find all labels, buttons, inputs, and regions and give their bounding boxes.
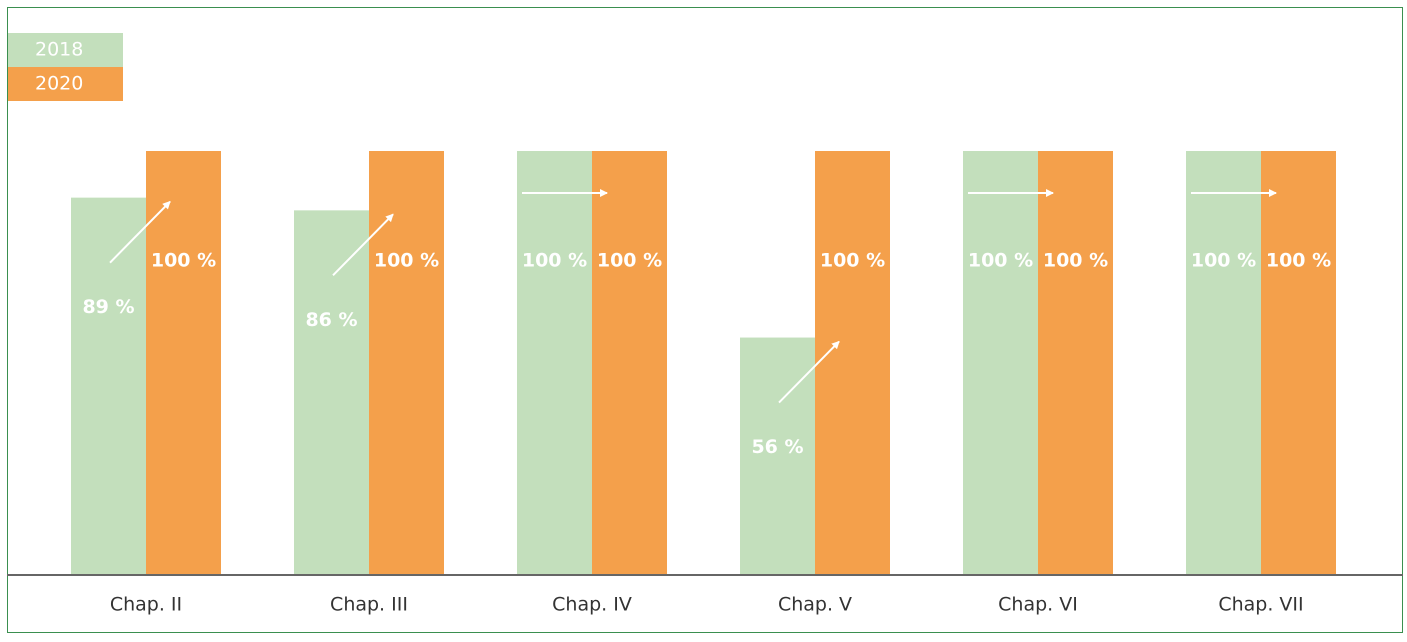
bar xyxy=(517,151,592,575)
bar xyxy=(1261,151,1336,575)
legend-label: 2018 xyxy=(35,39,83,61)
value-label: 56 % xyxy=(751,436,803,458)
value-label: 100 % xyxy=(1191,250,1256,272)
bar xyxy=(1186,151,1261,575)
x-tick-label: Chap. VII xyxy=(1218,594,1303,616)
value-label: 100 % xyxy=(151,250,216,272)
x-tick-label: Chap. V xyxy=(778,594,852,616)
bar xyxy=(369,151,444,575)
frame xyxy=(7,7,1403,633)
x-tick-label: Chap. II xyxy=(110,594,182,616)
legend-swatch xyxy=(8,67,123,101)
value-label: 100 % xyxy=(374,250,439,272)
bar xyxy=(1038,151,1113,575)
value-label: 86 % xyxy=(305,309,357,331)
bar xyxy=(740,337,815,575)
value-label: 100 % xyxy=(820,250,885,272)
x-tick-label: Chap. VI xyxy=(998,594,1078,616)
x-tick-label: Chap. IV xyxy=(552,594,632,616)
bar xyxy=(294,210,369,576)
value-label: 100 % xyxy=(1266,250,1331,272)
bar xyxy=(963,151,1038,575)
bar xyxy=(592,151,667,575)
bar xyxy=(146,151,221,575)
value-label: 100 % xyxy=(1043,250,1108,272)
legend-swatch xyxy=(8,33,123,67)
legend-label: 2020 xyxy=(35,73,83,95)
value-label: 100 % xyxy=(968,250,1033,272)
bar xyxy=(71,197,146,575)
value-label: 100 % xyxy=(597,250,662,272)
value-label: 89 % xyxy=(82,296,134,318)
value-label: 100 % xyxy=(522,250,587,272)
arrow xyxy=(332,213,394,277)
arrow xyxy=(109,200,171,264)
x-tick-label: Chap. III xyxy=(330,594,408,616)
bar xyxy=(815,151,890,575)
arrow xyxy=(778,340,840,404)
